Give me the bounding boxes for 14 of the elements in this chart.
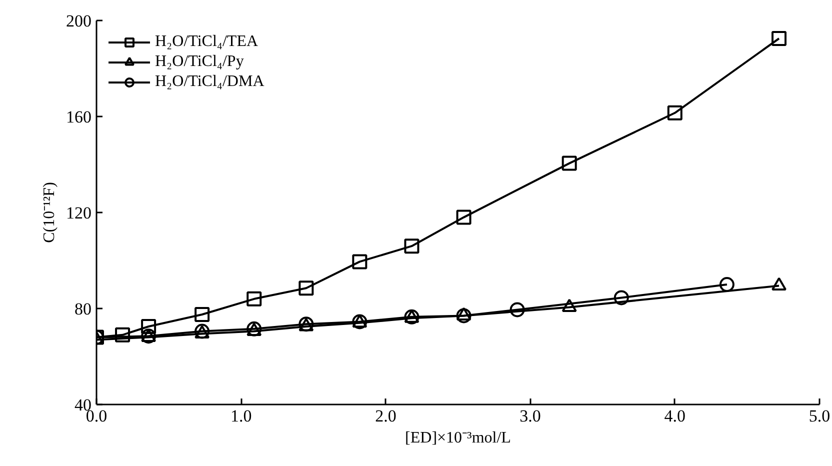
x-tick-label: 5.0: [808, 406, 830, 426]
legend-label: H₂O/TiCl₄/Py: [155, 53, 244, 71]
x-tick-label: 2.0: [375, 406, 396, 426]
x-tick-label: 3.0: [520, 406, 541, 426]
legend-label: H₂O/TiCl₄/DMA: [155, 73, 264, 91]
x-tick-label: 1.0: [230, 406, 252, 426]
y-tick-label: 120: [66, 204, 92, 222]
x-axis-title: [ED]×10⁻³mol/L: [405, 430, 511, 446]
y-tick-label: 200: [66, 12, 92, 30]
y-tick-label: 160: [66, 108, 92, 126]
legend-label: H₂O/TiCl₄/TEA: [155, 33, 258, 51]
y-tick-label: 80: [74, 300, 92, 318]
x-tick-label: 4.0: [664, 406, 686, 426]
y-axis-title: C(10⁻¹²F): [41, 182, 58, 243]
